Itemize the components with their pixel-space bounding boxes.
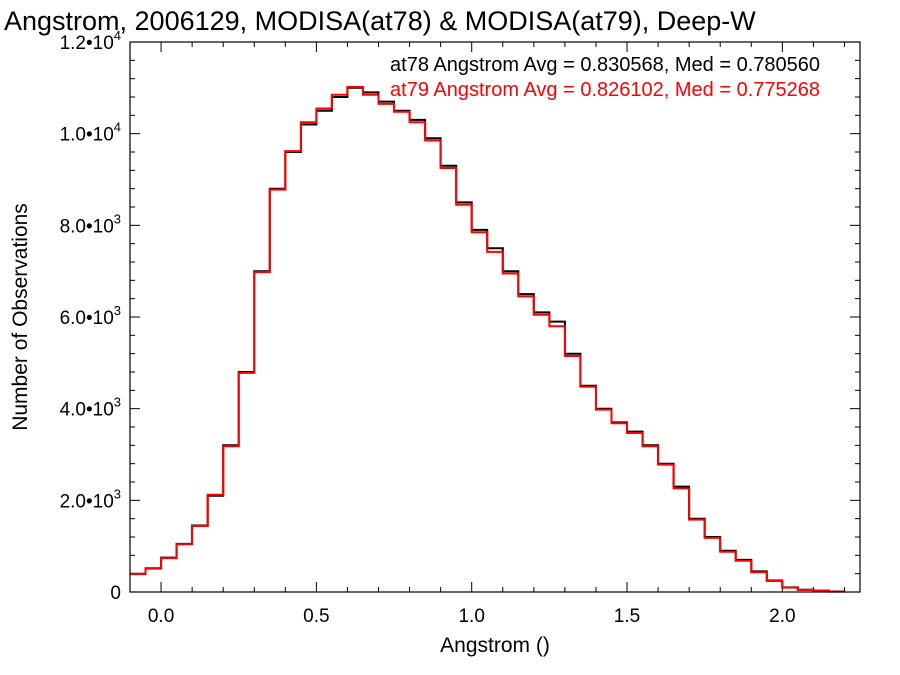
x-tick-label: 1.5 bbox=[614, 606, 640, 627]
y-axis-label: Number of Observations bbox=[9, 203, 32, 431]
x-tick-label: 1.0 bbox=[458, 606, 484, 627]
series-line-at79 bbox=[130, 85, 845, 593]
y-tick-label: 1.2•104 bbox=[60, 28, 121, 54]
legend-text-at79: at79 Angstrom Avg = 0.826102, Med = 0.77… bbox=[390, 79, 820, 101]
x-axis-ticks: 0.0 0.5 1.0 1.5 2.0 bbox=[129, 42, 845, 627]
series-line-at78 bbox=[130, 86, 845, 593]
x-tick-label: 0.0 bbox=[148, 606, 174, 627]
x-tick-label: 2.0 bbox=[769, 606, 795, 627]
y-tick-label: 2.0•103 bbox=[60, 486, 121, 512]
y-tick-label: 8.0•103 bbox=[60, 211, 121, 237]
legend-text-at78: at78 Angstrom Avg = 0.830568, Med = 0.78… bbox=[390, 54, 820, 76]
y-tick-label: 4.0•103 bbox=[60, 395, 121, 421]
plot-frame bbox=[129, 41, 861, 593]
x-tick-label: 0.5 bbox=[303, 606, 329, 627]
chart-title: Angstrom, 2006129, MODISA(at78) & MODISA… bbox=[4, 6, 756, 36]
y-tick-label: 1.0•104 bbox=[60, 120, 121, 146]
series-layer bbox=[130, 85, 845, 593]
x-axis-label: Angstrom () bbox=[440, 634, 550, 657]
y-tick-label: 0 bbox=[110, 583, 121, 604]
y-axis-ticks: 0 2.0•103 4.0•103 6.0•103 8.0•103 1.0•104 1.2•… bbox=[60, 28, 860, 604]
y-tick-label: 6.0•103 bbox=[60, 303, 121, 329]
